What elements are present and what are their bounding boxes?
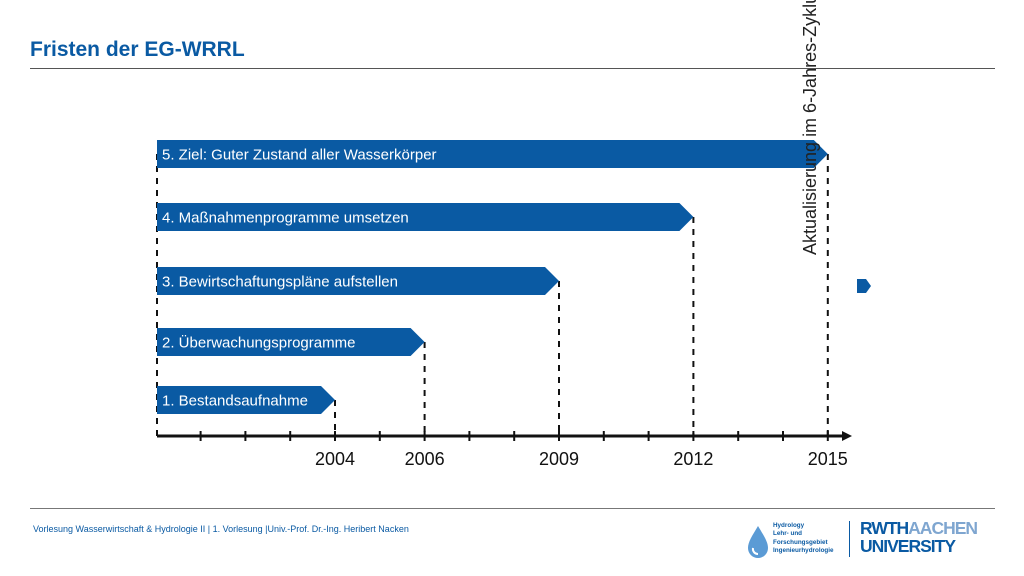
year-tick-label: 2009 xyxy=(539,449,579,469)
year-tick-label: 2004 xyxy=(315,449,355,469)
deadline-bar-label: 5. Ziel: Guter Zustand aller Wasserkörpe… xyxy=(162,147,437,164)
hydrology-logo-line: Forschungsgebiet xyxy=(773,538,828,546)
year-tick-label: 2006 xyxy=(405,449,445,469)
hydrology-logo: Hydrology Lehr- und Forschungsgebiet Ing… xyxy=(746,522,846,562)
deadline-bar-label: 4. Maßnahmenprogramme umsetzen xyxy=(162,210,409,227)
deadline-bar-label: 3. Bewirtschaftungspläne aufstellen xyxy=(162,274,398,291)
deadline-bar xyxy=(157,328,425,356)
deadline-bar-label: 2. Überwachungsprogramme xyxy=(162,334,355,352)
hydrology-logo-line: Ingenieurhydrologie xyxy=(773,547,834,555)
footer-divider xyxy=(30,508,995,509)
axis-arrowhead xyxy=(842,431,852,441)
title-divider xyxy=(30,68,995,69)
hydrology-logo-line: Lehr- und xyxy=(773,530,803,538)
year-tick-label: 2012 xyxy=(673,449,713,469)
deadline-bar xyxy=(157,267,559,295)
rwth-logo-bold: RWTH xyxy=(860,518,909,538)
deadline-bar xyxy=(157,386,335,414)
footer-text: Vorlesung Wasserwirtschaft & Hydrologie … xyxy=(33,524,409,534)
rwth-logo-light: AACHEN xyxy=(908,518,978,538)
page-title: Fristen der EG-WRRL xyxy=(30,38,245,61)
deadline-bar xyxy=(157,140,828,168)
hydrology-logo-line: Hydrology xyxy=(773,522,805,529)
water-drop-icon xyxy=(748,526,768,558)
cycle-label: Aktualisierung im 6-Jahres-Zyklus xyxy=(800,0,820,255)
cycle-arrow-icon xyxy=(857,279,871,293)
logo-separator xyxy=(849,521,850,557)
year-tick-label: 2015 xyxy=(808,449,848,469)
rwth-logo: RWTHAACHEN UNIVERSITY xyxy=(860,518,978,556)
deadline-bar xyxy=(157,203,694,231)
deadline-bar-label: 1. Bestandsaufnahme xyxy=(162,393,308,410)
rwth-logo-university: UNIVERSITY xyxy=(860,536,956,556)
